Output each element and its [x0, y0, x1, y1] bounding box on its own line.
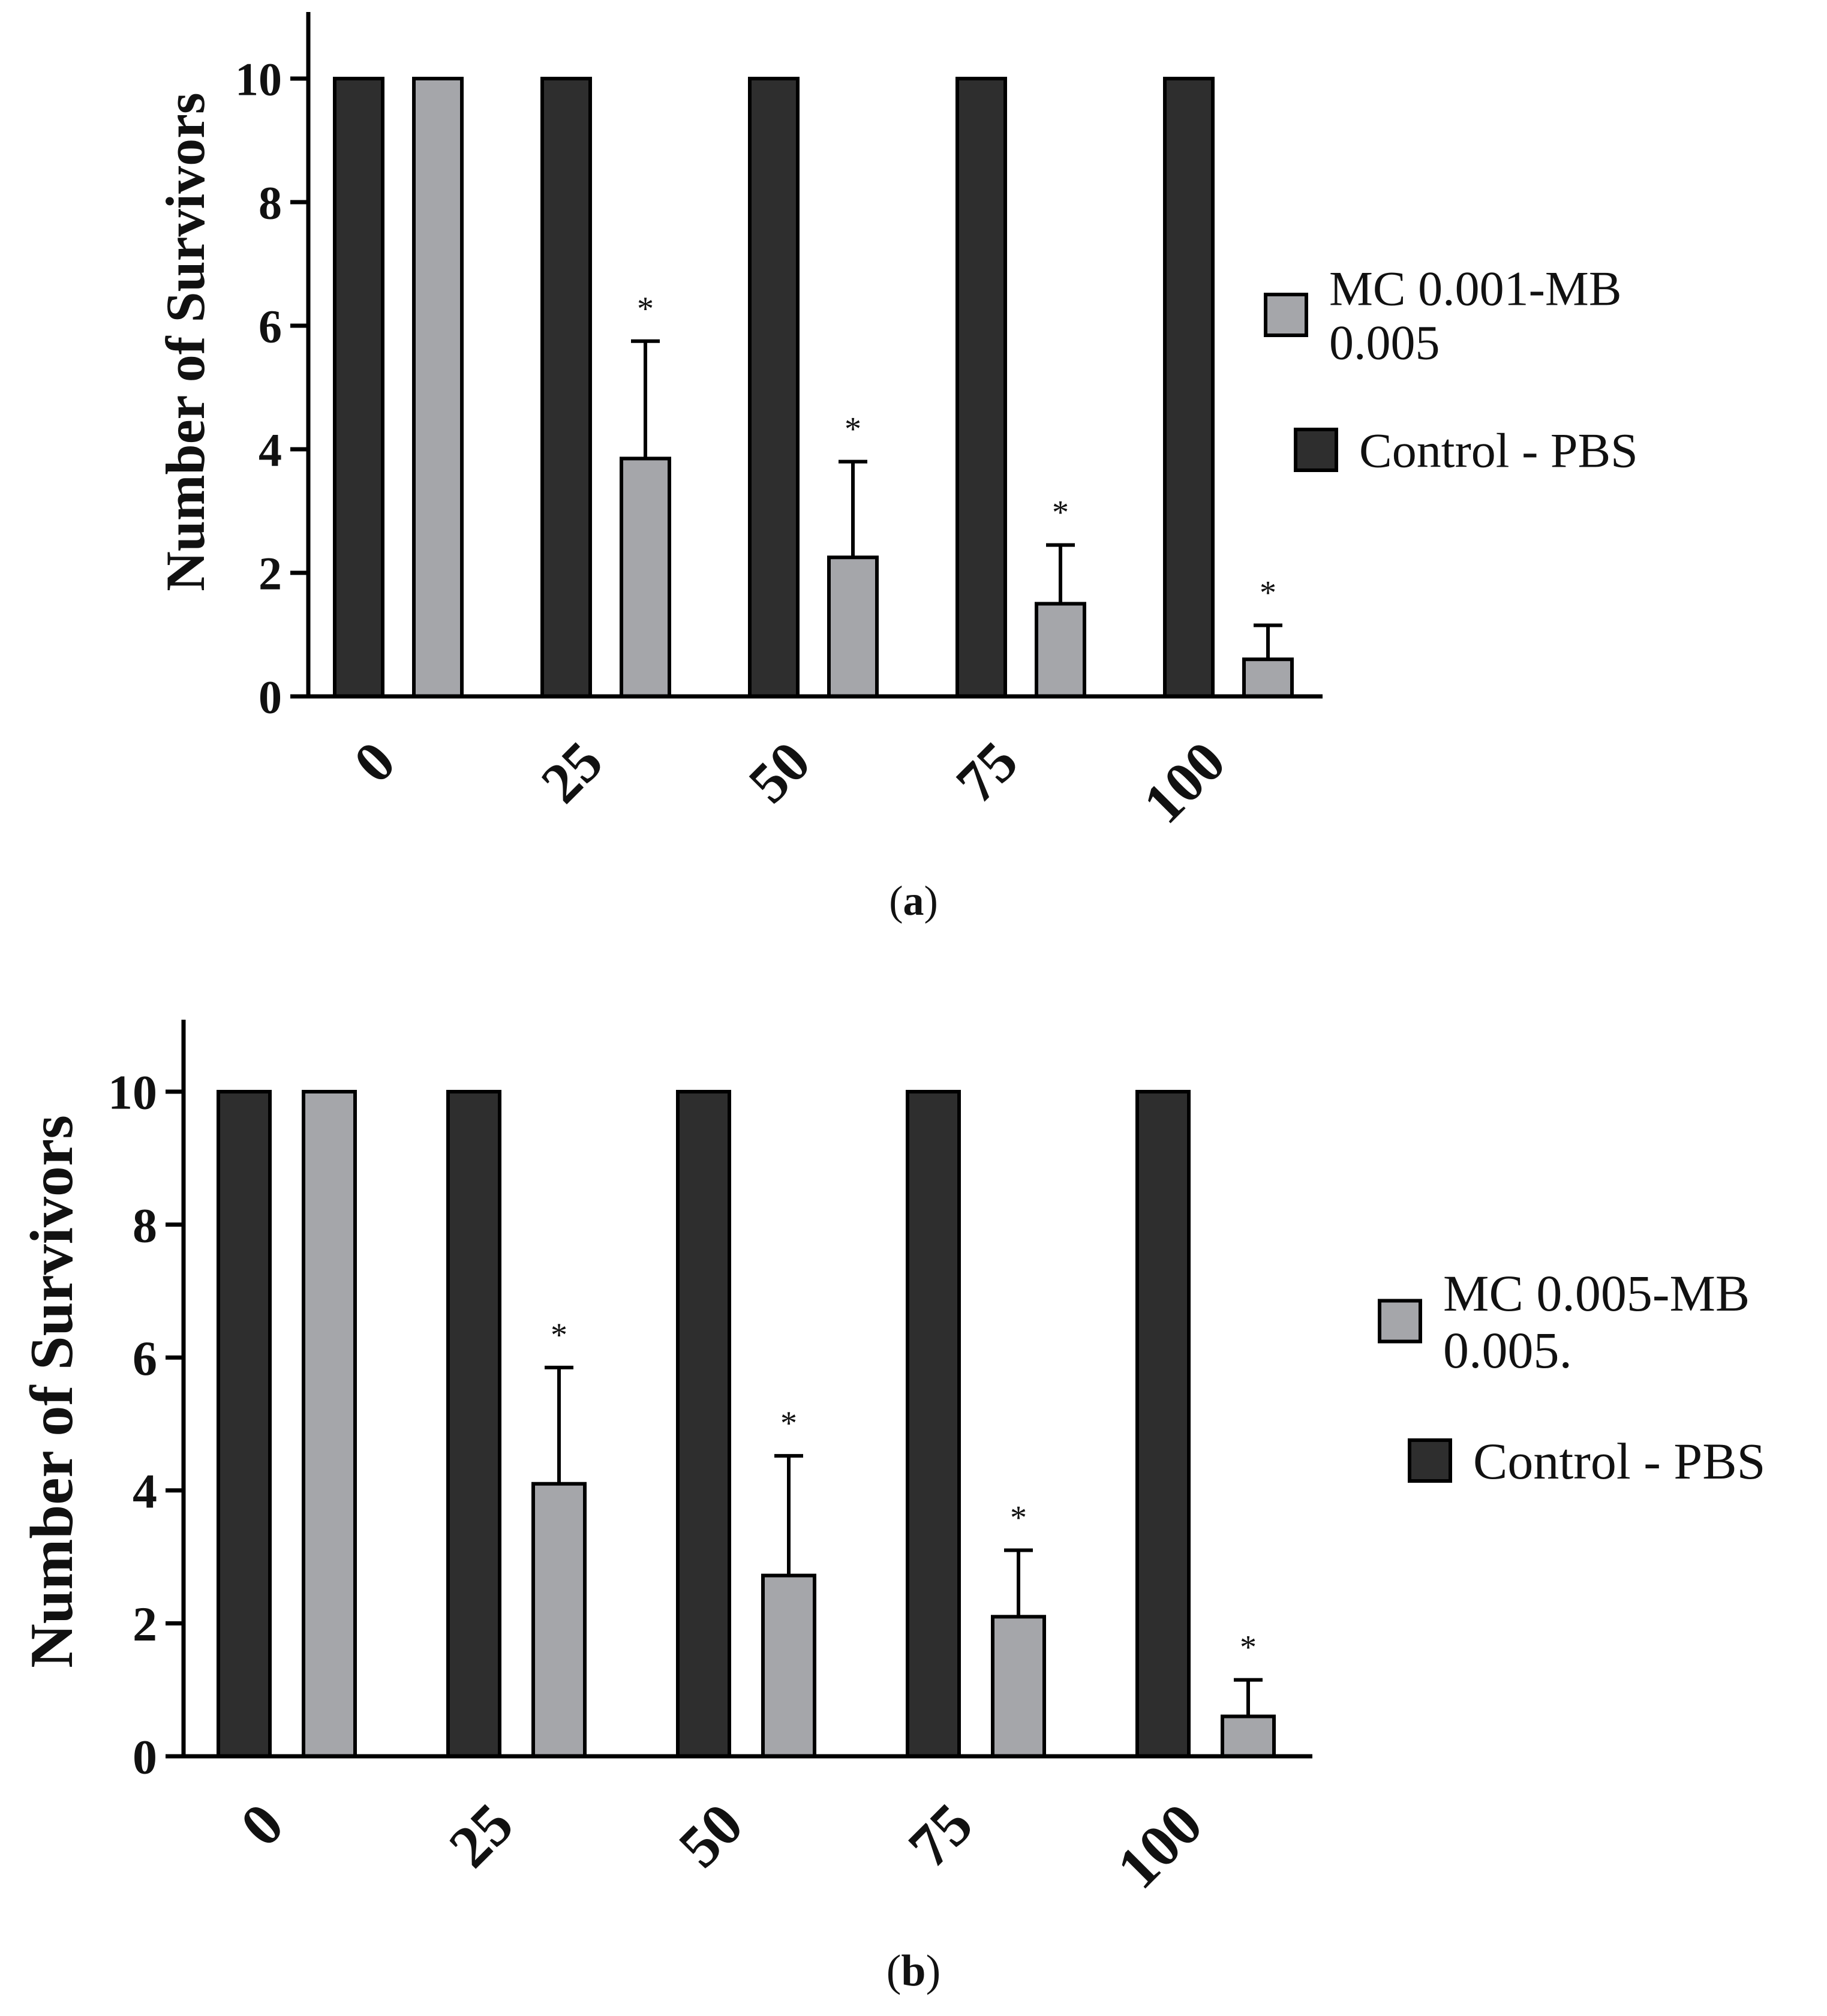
legend-label-mc: MC 0.005-MB 0.005.: [1443, 1264, 1750, 1379]
y-tick-label-10: 10: [235, 53, 282, 105]
x-tick-label-100: 100: [1104, 1790, 1215, 1901]
legend-swatch-control: [1294, 428, 1338, 472]
legend-label-control: Control - PBS: [1473, 1432, 1765, 1490]
legend-swatch-control: [1408, 1438, 1452, 1483]
bar-control-0: [333, 77, 384, 698]
y-tick-label-4: 4: [133, 1464, 157, 1519]
bar-control-0: [217, 1090, 272, 1758]
panel-label: (b): [887, 1946, 940, 1996]
legend: MC 0.001-MB 0.005 Control - PBS: [1264, 262, 1638, 478]
bar-control-25: [540, 77, 592, 698]
bar-mc-50: [761, 1573, 816, 1759]
chart-panel-a: 0 * 25 * 50 * 75 * 100 0 2 4 6 8 10 Number of Survivors…: [155, 12, 1638, 924]
legend-swatch-mc: [1378, 1299, 1422, 1344]
x-tick-label-75: 75: [943, 729, 1030, 815]
significance-marker-25: *: [551, 1317, 567, 1354]
bar-control-50: [748, 77, 800, 698]
significance-marker-75: *: [1010, 1500, 1027, 1537]
significance-marker-100: *: [1240, 1629, 1257, 1666]
panel-label: (a): [889, 878, 938, 924]
bar-control-100: [1135, 1090, 1191, 1758]
y-axis-title: Number of Survivors: [155, 92, 216, 591]
bar-mc-100: [1221, 1714, 1276, 1759]
y-tick-label-2: 2: [133, 1597, 157, 1651]
legend: MC 0.005-MB 0.005. Control - PBS: [1378, 1264, 1765, 1490]
y-tick-label-6: 6: [133, 1331, 157, 1386]
bar-mc-25: [620, 456, 671, 698]
legend-swatch-mc: [1264, 293, 1308, 337]
significance-marker-25: *: [637, 290, 654, 328]
y-tick-label-10: 10: [108, 1065, 157, 1120]
x-tick-label-50: 50: [736, 729, 822, 815]
bar-control-50: [676, 1090, 731, 1758]
x-tick-label-100: 100: [1131, 729, 1237, 835]
bar-mc-25: [531, 1482, 587, 1758]
y-tick-label-8: 8: [133, 1198, 157, 1252]
bar-control-75: [955, 77, 1007, 698]
bar-mc-75: [1035, 602, 1086, 698]
legend-label-control: Control - PBS: [1359, 423, 1638, 478]
y-tick-label-8: 8: [259, 176, 282, 229]
significance-marker-100: *: [1260, 575, 1276, 612]
x-tick-label-25: 25: [528, 729, 615, 815]
significance-marker-75: *: [1052, 494, 1069, 531]
x-tick-label-0: 0: [341, 729, 407, 795]
y-tick-label-0: 0: [259, 671, 282, 723]
bar-control-100: [1163, 77, 1215, 698]
bar-mc-0: [302, 1090, 357, 1758]
x-tick-label-0: 0: [228, 1790, 296, 1859]
chart-panel-b: 0 * 25 * 50 * 75 * 100 0 2 4 6 8 10 Number of Survivors…: [18, 1020, 1765, 1996]
y-tick-label-2: 2: [259, 547, 282, 599]
bar-mc-75: [991, 1615, 1046, 1759]
y-tick-label-6: 6: [259, 300, 282, 352]
y-tick-label-0: 0: [133, 1730, 157, 1784]
y-tick-label-4: 4: [259, 423, 282, 476]
bar-mc-100: [1242, 657, 1294, 698]
x-tick-label-50: 50: [666, 1790, 755, 1880]
bar-mc-50: [827, 555, 879, 698]
significance-marker-50: *: [780, 1405, 797, 1442]
bar-control-25: [446, 1090, 501, 1758]
legend-label-mc: MC 0.001-MB 0.005: [1329, 262, 1622, 370]
x-tick-label-75: 75: [896, 1790, 985, 1880]
bar-control-75: [906, 1090, 961, 1758]
significance-marker-50: *: [845, 411, 861, 448]
bar-mc-0: [412, 77, 464, 698]
y-axis-title: Number of Survivors: [18, 1115, 86, 1668]
x-tick-label-25: 25: [436, 1790, 525, 1880]
